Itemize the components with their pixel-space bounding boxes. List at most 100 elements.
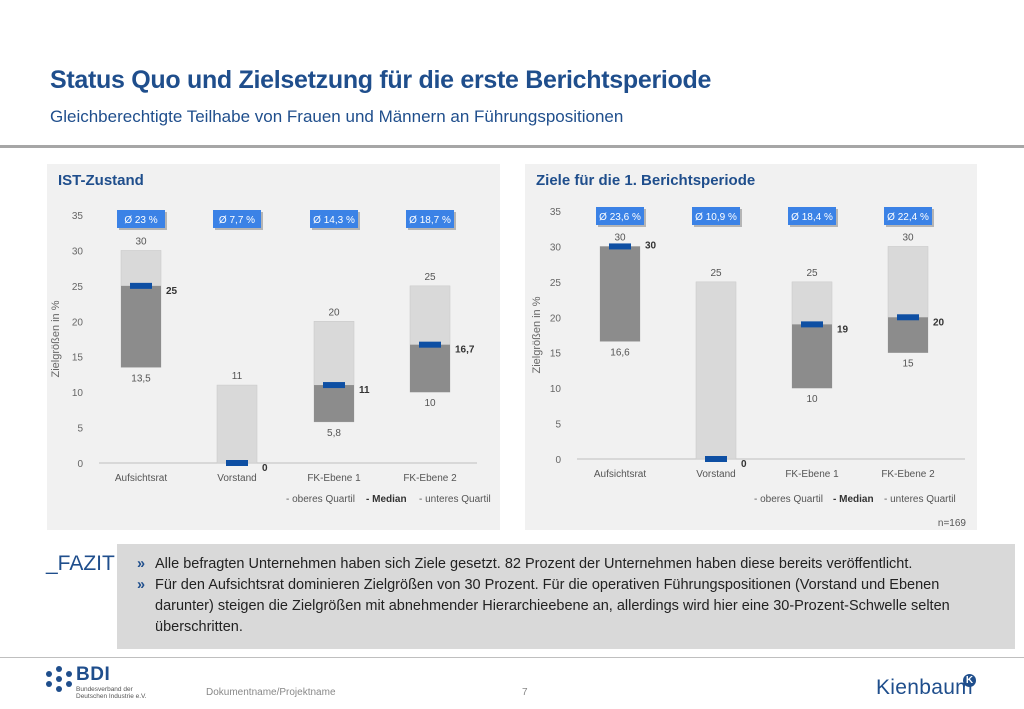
- upper-quartile-label: 30: [902, 232, 914, 243]
- median-range-bar: [600, 246, 640, 342]
- x-tick-label: Aufsichtsrat: [115, 473, 167, 484]
- median-label: 0: [741, 459, 747, 470]
- median-range-bar: [792, 324, 832, 389]
- average-badge: [406, 210, 454, 228]
- lower-quartile-label: 10: [806, 394, 818, 405]
- legend-upper-quartile: - oberes Quartil: [754, 494, 823, 505]
- bdi-logo-icon: [46, 666, 72, 692]
- y-tick-label: 35: [72, 211, 84, 222]
- lower-quartile-label: 15: [902, 359, 914, 370]
- median-marker: [226, 460, 248, 466]
- average-label: Ø 14,3 %: [313, 215, 355, 226]
- y-tick-label: 15: [72, 353, 84, 364]
- average-badge: [117, 210, 165, 228]
- x-tick-label: FK-Ebene 2: [881, 469, 935, 480]
- lower-quartile-label: 16,6: [610, 347, 630, 358]
- fazit-text: Für den Aufsichtsrat dominieren Zielgröß…: [155, 577, 950, 635]
- header-divider: [0, 145, 1024, 148]
- median-range-bar: [888, 317, 928, 353]
- median-marker: [897, 314, 919, 321]
- median-label: 16,7: [455, 345, 475, 356]
- page-subtitle: Gleichberechtigte Teilhabe von Frauen un…: [50, 107, 624, 126]
- median-marker: [609, 243, 631, 250]
- upper-quartile-label: 25: [710, 268, 722, 279]
- lower-quartile-label: 13,5: [131, 373, 151, 384]
- bullet-icon: »: [137, 556, 146, 572]
- median-marker: [419, 341, 441, 348]
- median-label: 25: [166, 286, 178, 297]
- upper-quartile-bar: [695, 281, 737, 460]
- y-tick-label: 0: [77, 459, 83, 470]
- x-tick-label: FK-Ebene 1: [785, 469, 839, 480]
- median-label: 20: [933, 317, 945, 328]
- x-tick-label: FK-Ebene 2: [403, 473, 457, 484]
- median-label: 0: [262, 463, 268, 474]
- y-tick-label: 5: [77, 424, 83, 435]
- bdi-logo-subtext: Bundesverband der Deutschen Industrie e.…: [76, 686, 147, 700]
- average-badge: [884, 207, 932, 225]
- upper-quartile-bar: [216, 384, 258, 464]
- legend-lower-quartile: - unteres Quartil: [884, 494, 956, 505]
- y-tick-label: 20: [72, 317, 84, 328]
- y-axis-label: Zielgrößen in %: [531, 296, 543, 373]
- chart-title: IST-Zustand: [58, 172, 144, 189]
- average-badge: [596, 207, 644, 225]
- x-tick-label: Vorstand: [217, 473, 256, 484]
- average-label: Ø 22,4 %: [887, 212, 929, 223]
- average-label: Ø 10,9 %: [695, 212, 737, 223]
- median-range-bar: [410, 344, 450, 393]
- median-label: 11: [359, 385, 370, 396]
- fazit-list: » Alle befragten Unternehmen haben sich Z…: [137, 554, 997, 638]
- x-tick-label: Vorstand: [696, 469, 735, 480]
- fazit-text: Alle befragten Unternehmen haben sich Zi…: [155, 556, 913, 572]
- average-badge: [692, 207, 740, 225]
- document-name: Dokumentname/Projektname: [206, 687, 336, 698]
- median-marker: [323, 382, 345, 389]
- median-range-bar: [314, 385, 354, 422]
- average-label: Ø 18,4 %: [791, 212, 833, 223]
- page-title: Status Quo und Zielsetzung für die erste…: [50, 66, 712, 94]
- upper-quartile-label: 30: [614, 232, 626, 243]
- legend-lower-quartile: - unteres Quartil: [419, 494, 491, 505]
- bdi-logo-text: BDI: [76, 664, 111, 685]
- y-tick-label: 35: [550, 207, 562, 218]
- y-tick-label: 25: [72, 282, 84, 293]
- upper-quartile-label: 25: [424, 272, 436, 283]
- chart-ist-zustand: 0 5 10 15 20 25 30 35 Zielgrößen in % 30 25 13,5 Auf…: [50, 210, 491, 505]
- y-tick-label: 30: [550, 242, 562, 253]
- page-number: 7: [522, 687, 528, 698]
- sample-size-note: n=169: [938, 518, 967, 529]
- average-label: Ø 18,7 %: [409, 215, 451, 226]
- y-tick-label: 0: [555, 455, 561, 466]
- legend-median: - Median: [833, 494, 874, 505]
- y-tick-label: 5: [555, 420, 561, 431]
- y-tick-label: 15: [550, 349, 562, 360]
- median-label: 30: [645, 240, 657, 251]
- y-tick-label: 10: [72, 388, 84, 399]
- x-tick-label: Aufsichtsrat: [594, 469, 646, 480]
- fazit-item: » Alle befragten Unternehmen haben sich Z…: [137, 554, 997, 575]
- y-tick-label: 20: [550, 313, 562, 324]
- fazit-box: [117, 544, 1015, 649]
- fazit-label: _FAZIT: [46, 552, 115, 575]
- x-tick-label: FK-Ebene 1: [307, 473, 361, 484]
- upper-quartile-label: 25: [806, 268, 818, 279]
- y-tick-label: 10: [550, 384, 562, 395]
- bullet-icon: »: [137, 577, 146, 593]
- average-badge: [788, 207, 836, 225]
- y-tick-label: 25: [550, 278, 562, 289]
- lower-quartile-label: 10: [424, 398, 436, 409]
- kienbaum-k-icon: K: [963, 674, 976, 687]
- median-label: 19: [837, 324, 849, 335]
- average-label: Ø 23,6 %: [599, 212, 641, 223]
- chart-panel-ziele: Ziele für die 1. Berichtsperiode 0 5 10 15 2…: [525, 164, 977, 530]
- chart-title: Ziele für die 1. Berichtsperiode: [536, 172, 756, 189]
- median-marker: [130, 282, 152, 289]
- average-badge: [213, 210, 261, 228]
- chart-panel-ist: IST-Zustand 0 5 10 15 20 25 30 35 Zielgrößen in …: [47, 164, 500, 530]
- upper-quartile-label: 30: [135, 236, 147, 247]
- lower-quartile-label: 5,8: [327, 428, 341, 439]
- y-tick-label: 30: [72, 246, 84, 257]
- median-marker: [801, 321, 823, 328]
- footer-divider: [0, 657, 1024, 658]
